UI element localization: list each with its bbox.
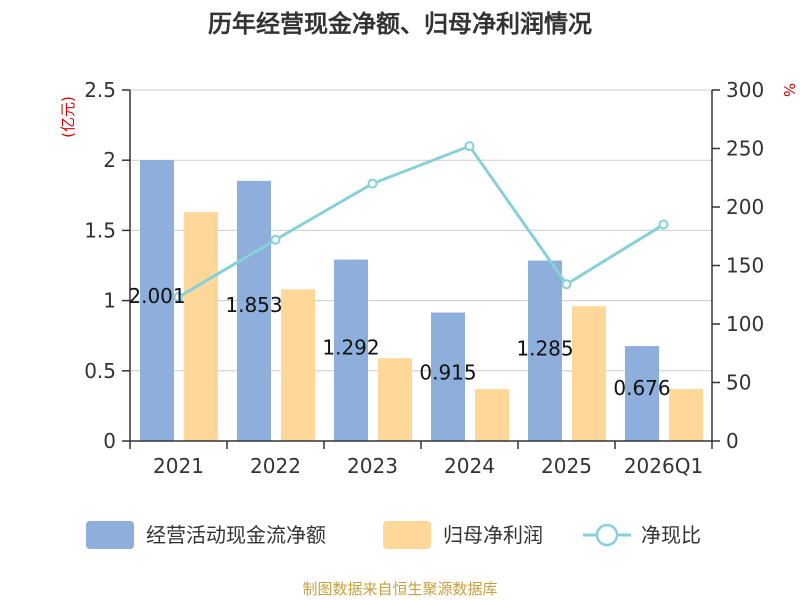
legend-swatch-cash-flow (86, 521, 134, 549)
chart-title: 历年经营现金净额、归母净利润情况 (208, 10, 592, 38)
left-tick-label-2: 1 (103, 289, 116, 313)
x-tick-label-2024: 2024 (444, 454, 495, 478)
gridlines (130, 89, 712, 372)
legend-swatch-net-profit (383, 521, 431, 549)
ratio-point-2022[interactable] (270, 234, 281, 245)
data-label-cash-flow-2025: 1.285 (516, 337, 573, 361)
left-axis-unit: (亿元) (59, 96, 77, 138)
bar-net-profit-2022[interactable] (281, 289, 315, 441)
left-tick-label-4: 2 (103, 148, 116, 172)
bar-net-profit-2021[interactable] (184, 212, 218, 441)
bar-cash-flow-2026Q1[interactable] (625, 346, 659, 441)
bar-net-profit-2026Q1[interactable] (669, 389, 703, 441)
bar-net-profit-2024[interactable] (475, 389, 509, 441)
bar-cash-flow-2024[interactable] (431, 312, 465, 441)
right-tick-label-3: 150 (726, 254, 764, 278)
data-label-cash-flow-2023: 1.292 (322, 336, 379, 360)
legend-marker-ratio (595, 523, 619, 547)
right-tick-label-2: 100 (726, 312, 764, 336)
left-tick-label-1: 0.5 (84, 359, 116, 383)
x-tick-label-2026Q1: 2026Q1 (624, 454, 703, 478)
bar-cash-flow-2021[interactable] (140, 160, 174, 441)
legend: 经营活动现金流净额 归母净利润 净现比 (86, 521, 701, 549)
bar-net-profit-2023[interactable] (378, 358, 412, 441)
bars-layer (140, 160, 703, 441)
legend-item-cash-flow[interactable]: 经营活动现金流净额 (86, 521, 326, 549)
x-tick-label-2023: 2023 (347, 454, 398, 478)
ratio-point-2025[interactable] (561, 279, 572, 290)
data-label-cash-flow-2026Q1: 0.676 (613, 376, 670, 400)
right-tick-label-6: 300 (726, 78, 764, 102)
data-label-cash-flow-2024: 0.915 (419, 361, 476, 385)
x-tick-label-2025: 2025 (541, 454, 592, 478)
left-tick-label-0: 0 (103, 429, 116, 453)
right-tick-label-4: 200 (726, 195, 764, 219)
bar-cash-flow-2022[interactable] (237, 180, 271, 441)
left-tick-label-5: 2.5 (84, 78, 116, 102)
ratio-point-2023[interactable] (367, 178, 378, 189)
legend-label-ratio: 净现比 (641, 523, 701, 547)
data-labels-layer: 2.001 1.853 1.292 0.915 1.285 0.676 (128, 284, 670, 400)
data-label-cash-flow-2021: 2.001 (128, 284, 185, 308)
axes-layer: 0 0.5 1 1.5 2 2.5 0 50 100 150 200 250 300 2021 2022 20… (84, 78, 764, 478)
ratio-line-layer (173, 141, 669, 303)
right-tick-label-0: 0 (726, 429, 739, 453)
right-axis-unit: % (780, 83, 798, 97)
bar-cash-flow-2025[interactable] (528, 260, 562, 441)
left-tick-label-3: 1.5 (84, 218, 116, 242)
bar-net-profit-2025[interactable] (572, 306, 606, 441)
data-label-cash-flow-2022: 1.853 (225, 293, 282, 317)
ratio-point-2026Q1[interactable] (658, 219, 669, 230)
x-tick-label-2021: 2021 (153, 454, 204, 478)
bar-cash-flow-2023[interactable] (334, 259, 368, 441)
ratio-line (177, 144, 665, 299)
source-note: 制图数据来自恒生聚源数据库 (302, 580, 497, 598)
legend-item-net-profit[interactable]: 归母净利润 (383, 521, 543, 549)
ratio-point-2024[interactable] (464, 141, 475, 152)
right-tick-label-5: 250 (726, 137, 764, 161)
ratio-point-2021[interactable] (173, 292, 184, 303)
legend-item-ratio[interactable]: 净现比 (583, 523, 701, 547)
x-tick-label-2022: 2022 (250, 454, 301, 478)
legend-label-net-profit: 归母净利润 (443, 523, 543, 547)
legend-label-cash-flow: 经营活动现金流净额 (146, 523, 326, 547)
right-tick-label-1: 50 (726, 371, 751, 395)
